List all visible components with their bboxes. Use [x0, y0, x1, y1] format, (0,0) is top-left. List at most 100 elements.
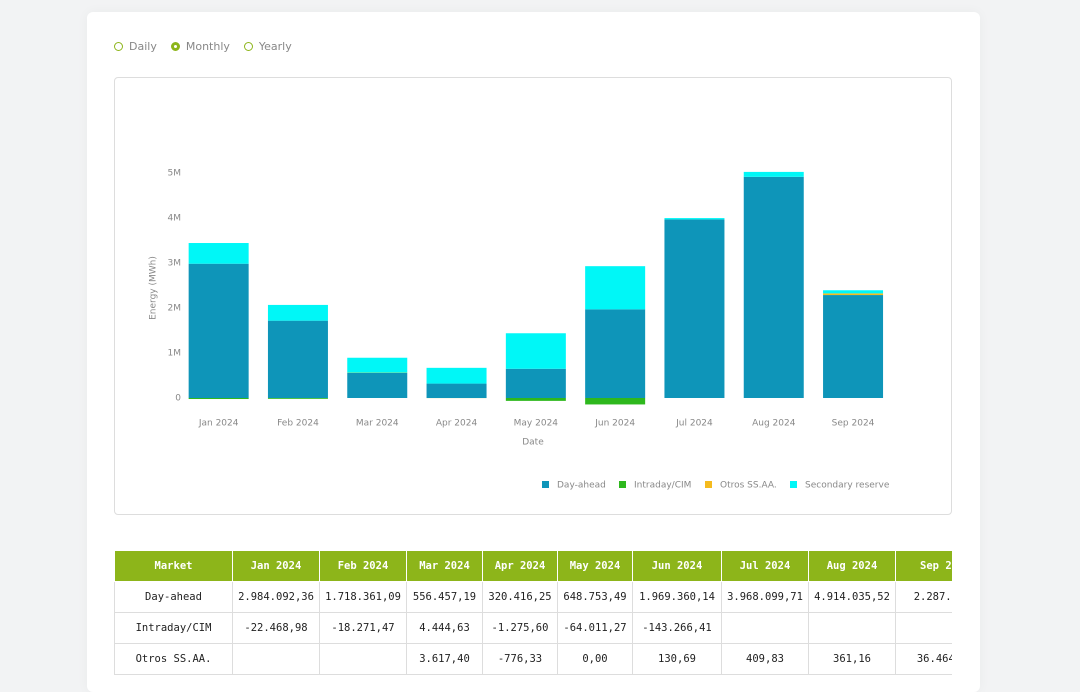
table-cell: -776,33 — [483, 644, 558, 675]
x-tick-label: May 2024 — [514, 419, 559, 429]
radio-label: Monthly — [186, 40, 230, 53]
legend-label: Intraday/CIM — [634, 481, 691, 491]
y-tick-label: 4M — [168, 214, 182, 224]
bar-segment — [506, 333, 566, 369]
bar-segment — [268, 398, 328, 399]
legend-swatch — [619, 481, 626, 488]
x-tick-label: Sep 2024 — [832, 419, 875, 429]
table-cell: -1.275,60 — [483, 613, 558, 644]
y-axis-title: Energy (MWh) — [149, 256, 159, 320]
table-cell: Intraday/CIM — [115, 613, 233, 644]
bar-segment — [823, 290, 883, 293]
header-cell: Jun 2024 — [633, 551, 722, 582]
header-cell: Feb 2024 — [320, 551, 407, 582]
radio-label: Yearly — [259, 40, 292, 53]
x-tick-label: Jan 2024 — [198, 419, 239, 429]
table-cell: Otros SS.AA. — [115, 644, 233, 675]
y-tick-label: 3M — [168, 259, 182, 269]
table-cell: 4.444,63 — [407, 613, 483, 644]
table-cell: 3.968.099,71 — [722, 582, 809, 613]
legend-label: Otros SS.AA. — [720, 481, 777, 491]
page: Daily Monthly Yearly 0 1M 2M 3M 4M 5M Energy (MW… — [0, 0, 1080, 675]
table-cell: -64.011,27 — [558, 613, 633, 644]
table-cell: 1.969.360,14 — [633, 582, 722, 613]
radio-option[interactable]: Yearly — [244, 40, 292, 53]
x-axis-title: Date — [522, 438, 544, 448]
table-cell: 361,16 — [809, 644, 896, 675]
bar-segment — [664, 218, 724, 219]
bar-segment — [189, 243, 249, 264]
y-tick-label: 0 — [175, 394, 181, 404]
table-cell: 2.287.79 — [896, 582, 953, 613]
table-cell — [233, 644, 320, 675]
table-cell: 3.617,40 — [407, 644, 483, 675]
radio-dot — [171, 42, 180, 51]
table-cell — [896, 613, 953, 644]
bar-segment — [427, 384, 487, 398]
header-cell: Aug 2024 — [809, 551, 896, 582]
table-cell: -143.266,41 — [633, 613, 722, 644]
legend-label: Secondary reserve — [805, 481, 890, 491]
table-cell: 648.753,49 — [558, 582, 633, 613]
header-cell: Sep 20 — [896, 551, 953, 582]
bar-segment — [347, 358, 407, 373]
bar-segment — [823, 293, 883, 295]
x-tick-label: Jun 2024 — [594, 419, 635, 429]
table-cell: Day-ahead — [115, 582, 233, 613]
table-cell — [722, 613, 809, 644]
table-cell: -18.271,47 — [320, 613, 407, 644]
bar-segment — [189, 264, 249, 398]
y-tick-label: 2M — [168, 304, 182, 314]
radio-label: Daily — [129, 40, 157, 53]
header-cell: Jan 2024 — [233, 551, 320, 582]
legend-swatch — [542, 481, 549, 488]
bar-segment — [427, 368, 487, 384]
table-cell: 556.457,19 — [407, 582, 483, 613]
bar-segment — [585, 309, 645, 398]
table-cell: 320.416,25 — [483, 582, 558, 613]
bar-segment — [268, 321, 328, 398]
bar-segment — [744, 177, 804, 398]
header-cell: Market — [115, 551, 233, 582]
x-tick-label: Mar 2024 — [356, 419, 399, 429]
x-tick-label: Apr 2024 — [436, 419, 478, 429]
bar-segment — [506, 369, 566, 398]
table-cell: 409,83 — [722, 644, 809, 675]
radio-option[interactable]: Monthly — [171, 40, 230, 53]
legend-label: Day-ahead — [557, 481, 606, 491]
x-tick-label: Feb 2024 — [277, 419, 319, 429]
header-cell: May 2024 — [558, 551, 633, 582]
filters: Daily Monthly Yearly — [114, 40, 292, 53]
table-cell: 1.718.361,09 — [320, 582, 407, 613]
header-cell: Mar 2024 — [407, 551, 483, 582]
radio-dot — [244, 42, 253, 51]
bar-segment — [823, 295, 883, 398]
header-cell: Apr 2024 — [483, 551, 558, 582]
chart: 0 1M 2M 3M 4M 5M Energy (MWh) Date Jan 2024 Feb 2… — [115, 78, 951, 514]
table-cell: 0,00 — [558, 644, 633, 675]
table-cell: 36.464, — [896, 644, 953, 675]
legend-swatch — [705, 481, 712, 488]
radio-option[interactable]: Daily — [114, 40, 157, 53]
bar-segment — [189, 398, 249, 399]
bar-segment — [268, 305, 328, 321]
bar-segment — [744, 172, 804, 177]
bar-segment — [585, 266, 645, 309]
y-tick-label: 5M — [168, 169, 182, 179]
bar-segment — [664, 219, 724, 398]
legend-swatch — [790, 481, 797, 488]
table-cell: 4.914.035,52 — [809, 582, 896, 613]
y-tick-label: 1M — [168, 349, 182, 359]
x-tick-label: Aug 2024 — [752, 419, 796, 429]
bar-segment — [585, 398, 645, 404]
bar-segment — [347, 373, 407, 398]
header-cell: Jul 2024 — [722, 551, 809, 582]
x-tick-label: Jul 2024 — [675, 419, 713, 429]
radio-dot — [114, 42, 123, 51]
